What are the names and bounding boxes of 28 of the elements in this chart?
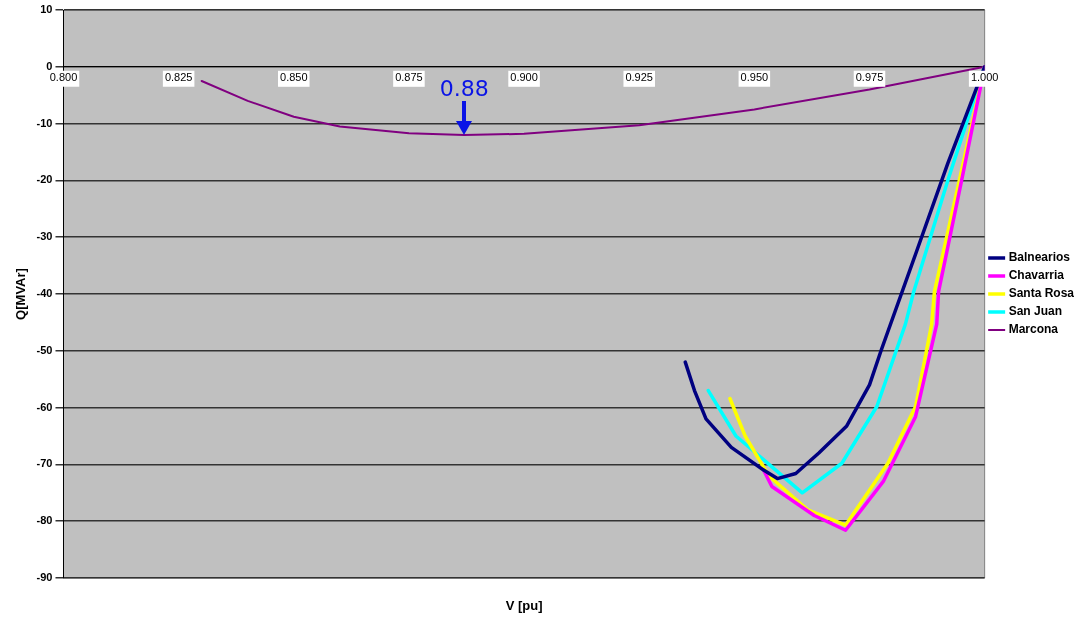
- legend-label: San Juan: [1008, 304, 1062, 319]
- x-tick-label: 0.825: [164, 71, 193, 84]
- y-tick-label: -80: [36, 514, 53, 527]
- y-tick-label: -70: [36, 457, 53, 470]
- y-axis-title: Q[MVAr]: [13, 268, 29, 320]
- y-tick-label: -10: [36, 116, 53, 129]
- x-tick-label: 0.875: [395, 71, 423, 84]
- y-tick-label: -30: [36, 230, 53, 243]
- x-tick-label: 0.950: [740, 71, 769, 84]
- legend-label: Santa Rosa: [1008, 286, 1075, 301]
- legend-label: Marcona: [1008, 322, 1059, 337]
- x-tick-label: 0.850: [280, 71, 308, 84]
- annotation: 0.88: [439, 75, 489, 101]
- x-axis-title: V [pu]: [505, 597, 543, 613]
- y-tick-label: -60: [36, 400, 53, 413]
- x-tick-label: 0.975: [855, 71, 884, 84]
- x-tick-label: 1.000: [970, 71, 999, 84]
- y-tick-label: -40: [36, 287, 53, 300]
- x-tick-label: 0.800: [49, 71, 78, 84]
- y-tick-label: 10: [40, 3, 53, 16]
- y-tick-label: 0: [46, 59, 53, 72]
- x-tick-label: 0.900: [510, 71, 538, 84]
- legend-label: Balnearios: [1008, 250, 1071, 265]
- legend-label: Chavarria: [1008, 268, 1065, 283]
- y-tick-label: -90: [36, 571, 53, 584]
- x-tick-label: 0.925: [625, 71, 653, 84]
- y-tick-label: -20: [36, 173, 53, 186]
- y-tick-label: -50: [36, 343, 53, 356]
